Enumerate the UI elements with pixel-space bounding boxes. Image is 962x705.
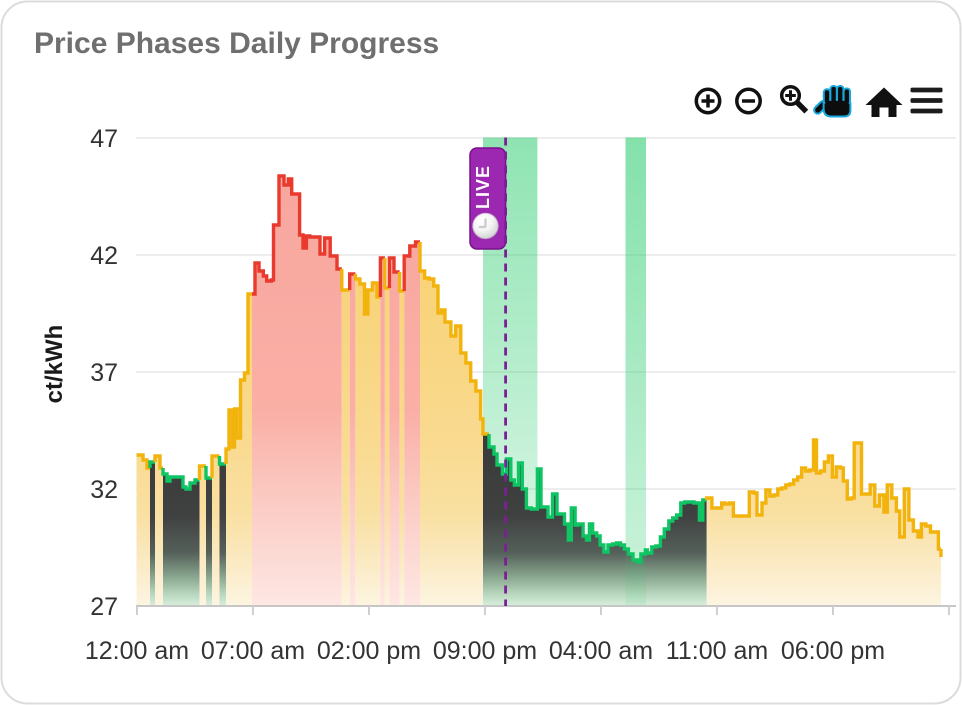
svg-text:06:00 pm: 06:00 pm: [781, 637, 885, 665]
svg-text:ct/kWh: ct/kWh: [41, 325, 68, 404]
svg-text:LIVE: LIVE: [473, 165, 493, 209]
svg-text:12:00 am: 12:00 am: [85, 637, 189, 665]
svg-text:09:00 pm: 09:00 pm: [433, 637, 537, 665]
svg-text:Price Phases Daily Progress: Price Phases Daily Progress: [34, 27, 439, 60]
svg-text:04:00 am: 04:00 am: [549, 637, 653, 665]
svg-text:02:00 pm: 02:00 pm: [317, 637, 421, 665]
svg-text:07:00 am: 07:00 am: [201, 637, 305, 665]
svg-text:32: 32: [90, 476, 118, 504]
svg-text:11:00 am: 11:00 am: [666, 637, 768, 665]
svg-text:47: 47: [90, 125, 118, 153]
svg-text:37: 37: [90, 359, 118, 387]
svg-text:42: 42: [90, 242, 118, 270]
svg-text:27: 27: [90, 593, 118, 621]
